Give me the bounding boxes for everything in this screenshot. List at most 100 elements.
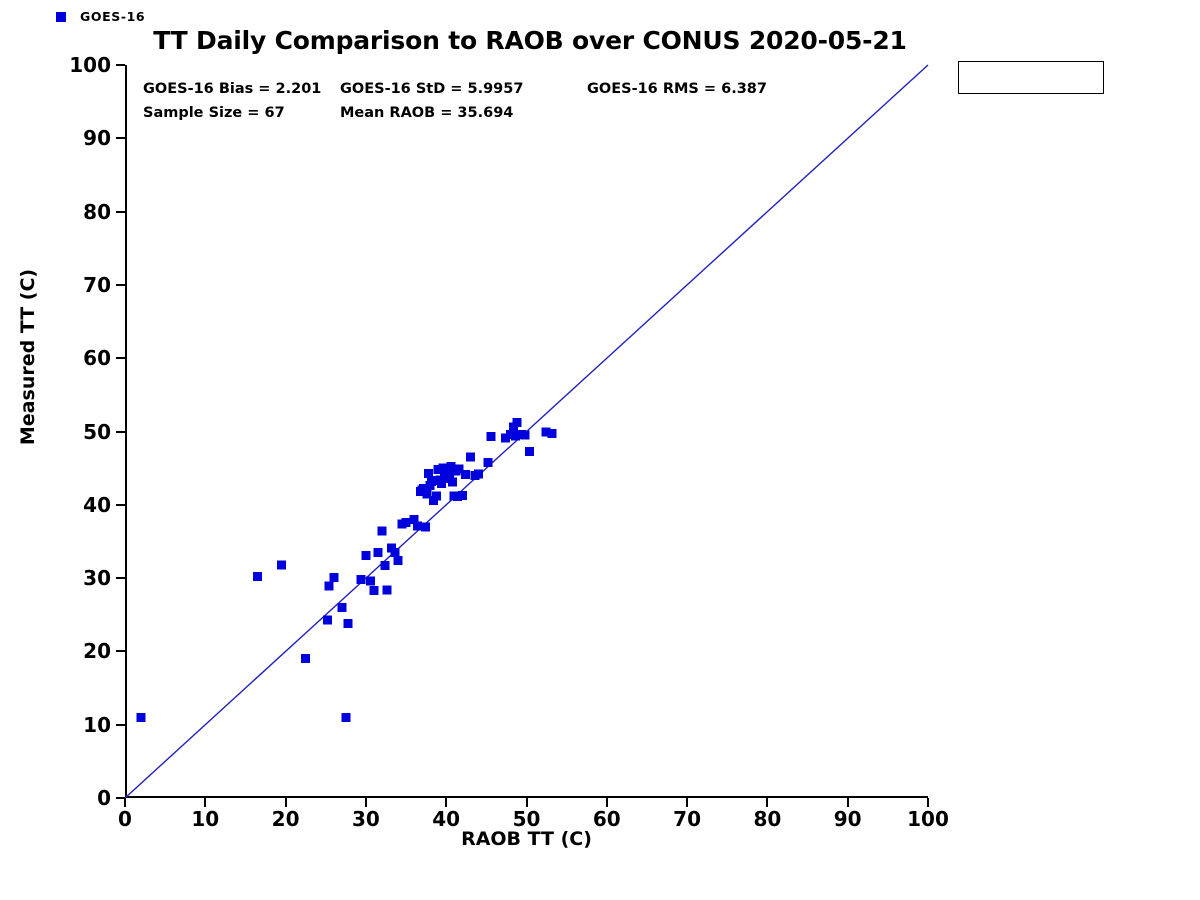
scatter-point bbox=[444, 470, 454, 480]
y-tick bbox=[116, 577, 125, 580]
y-tick-label: 20 bbox=[83, 639, 111, 664]
scatter-point bbox=[277, 560, 287, 570]
x-tick bbox=[364, 798, 367, 807]
y-tick-label: 90 bbox=[83, 126, 111, 151]
scatter-point bbox=[361, 550, 371, 560]
x-tick bbox=[927, 798, 929, 807]
scatter-point bbox=[541, 427, 551, 437]
x-axis-label: RAOB TT (C) bbox=[461, 828, 592, 850]
scatter-point bbox=[419, 484, 429, 494]
scatter-point bbox=[329, 572, 339, 582]
scatter-point bbox=[401, 517, 411, 527]
legend-label-goes16: GOES-16 bbox=[80, 9, 146, 24]
scatter-point bbox=[465, 452, 475, 462]
x-tick bbox=[846, 798, 849, 807]
y-tick-label: 30 bbox=[83, 566, 111, 591]
legend-entry-goes16 bbox=[959, 62, 1103, 93]
x-tick bbox=[525, 798, 528, 807]
y-tick bbox=[116, 64, 125, 66]
x-tick-label: 10 bbox=[191, 807, 220, 831]
y-tick-label: 70 bbox=[83, 272, 111, 297]
y-tick-label: 10 bbox=[83, 712, 111, 737]
scatter-point bbox=[473, 469, 483, 479]
scatter-point bbox=[525, 446, 535, 456]
scatter-point bbox=[356, 575, 366, 585]
scatter-point bbox=[369, 586, 379, 596]
x-tick bbox=[445, 798, 448, 807]
annotation-sample-size: Sample Size = 67 bbox=[143, 105, 285, 121]
y-tick bbox=[116, 283, 125, 286]
y-tick bbox=[116, 723, 125, 726]
scatter-point bbox=[324, 581, 334, 591]
annotation-bias: GOES-16 Bias = 2.201 bbox=[143, 81, 322, 97]
annotation-rms: GOES-16 RMS = 6.387 bbox=[587, 81, 767, 97]
plot-area: 0 10 20 30 40 50 60 70 80 90 100 0 10 20 30 40 50 60 70 80 9… bbox=[69, 53, 949, 831]
x-tick bbox=[766, 798, 769, 807]
scatter-point bbox=[505, 429, 515, 439]
scatter-point bbox=[460, 470, 470, 480]
y-tick bbox=[116, 137, 125, 140]
scatter-markers bbox=[136, 418, 557, 722]
x-tick bbox=[204, 798, 207, 807]
x-tick-label: 60 bbox=[592, 807, 621, 831]
x-tick bbox=[605, 798, 608, 807]
scatter-point bbox=[409, 514, 419, 524]
scatter-point bbox=[343, 619, 353, 629]
x-tick-label: 100 bbox=[907, 807, 949, 831]
y-tick-label: 100 bbox=[69, 53, 111, 77]
x-tick-label: 90 bbox=[833, 807, 862, 831]
y-tick bbox=[116, 797, 125, 799]
scatter-point bbox=[380, 561, 390, 571]
scatter-point bbox=[547, 429, 557, 439]
scatter-point bbox=[452, 492, 462, 502]
scatter-point bbox=[322, 615, 332, 625]
scatter-point bbox=[486, 432, 496, 442]
x-tick-label: 0 bbox=[118, 807, 132, 831]
scatter-point bbox=[422, 489, 432, 499]
x-tick-label: 80 bbox=[753, 807, 782, 831]
scatter-point bbox=[520, 430, 530, 440]
scatter-point bbox=[430, 476, 440, 486]
scatter-point bbox=[446, 462, 456, 472]
data-canvas bbox=[124, 64, 929, 799]
y-tick bbox=[116, 210, 125, 213]
scatter-point bbox=[373, 547, 383, 557]
scatter-point bbox=[436, 479, 446, 489]
scatter-point bbox=[341, 712, 351, 722]
y-tick-label: 80 bbox=[83, 199, 111, 224]
chart-title: TT Daily Comparison to RAOB over CONUS 2… bbox=[153, 26, 907, 55]
axis-frame bbox=[125, 65, 928, 798]
y-tick bbox=[116, 503, 125, 506]
y-tick-label: 40 bbox=[83, 492, 111, 517]
x-tick-label: 30 bbox=[351, 807, 380, 831]
y-tick bbox=[116, 430, 125, 433]
scatter-point bbox=[457, 490, 467, 500]
scatter-point bbox=[433, 465, 443, 475]
scatter-point bbox=[448, 477, 458, 487]
scatter-point bbox=[483, 457, 493, 467]
scatter-point bbox=[424, 468, 434, 478]
y-tick bbox=[116, 650, 125, 653]
x-tick-label: 50 bbox=[512, 807, 541, 831]
legend-swatch-goes16 bbox=[56, 12, 66, 22]
y-tick bbox=[116, 357, 125, 360]
scatter-point bbox=[136, 712, 146, 722]
scatter-point bbox=[393, 556, 403, 566]
scatter-point bbox=[337, 602, 347, 612]
y-tick-label: 60 bbox=[83, 346, 111, 371]
x-tick bbox=[284, 798, 287, 807]
scatter-point bbox=[512, 418, 522, 428]
scatter-point bbox=[252, 572, 262, 582]
annotation-std: GOES-16 StD = 5.9957 bbox=[340, 81, 524, 97]
x-tick bbox=[124, 798, 126, 807]
scatter-point bbox=[382, 585, 392, 595]
scatter-point bbox=[510, 431, 520, 441]
scatter-point bbox=[366, 576, 376, 586]
scatter-point bbox=[377, 526, 387, 536]
x-tick bbox=[686, 798, 689, 807]
annotation-mean-raob: Mean RAOB = 35.694 bbox=[340, 105, 514, 121]
y-tick-label: 0 bbox=[97, 786, 111, 810]
scatter-point bbox=[501, 433, 511, 443]
scatter-point bbox=[412, 521, 422, 531]
